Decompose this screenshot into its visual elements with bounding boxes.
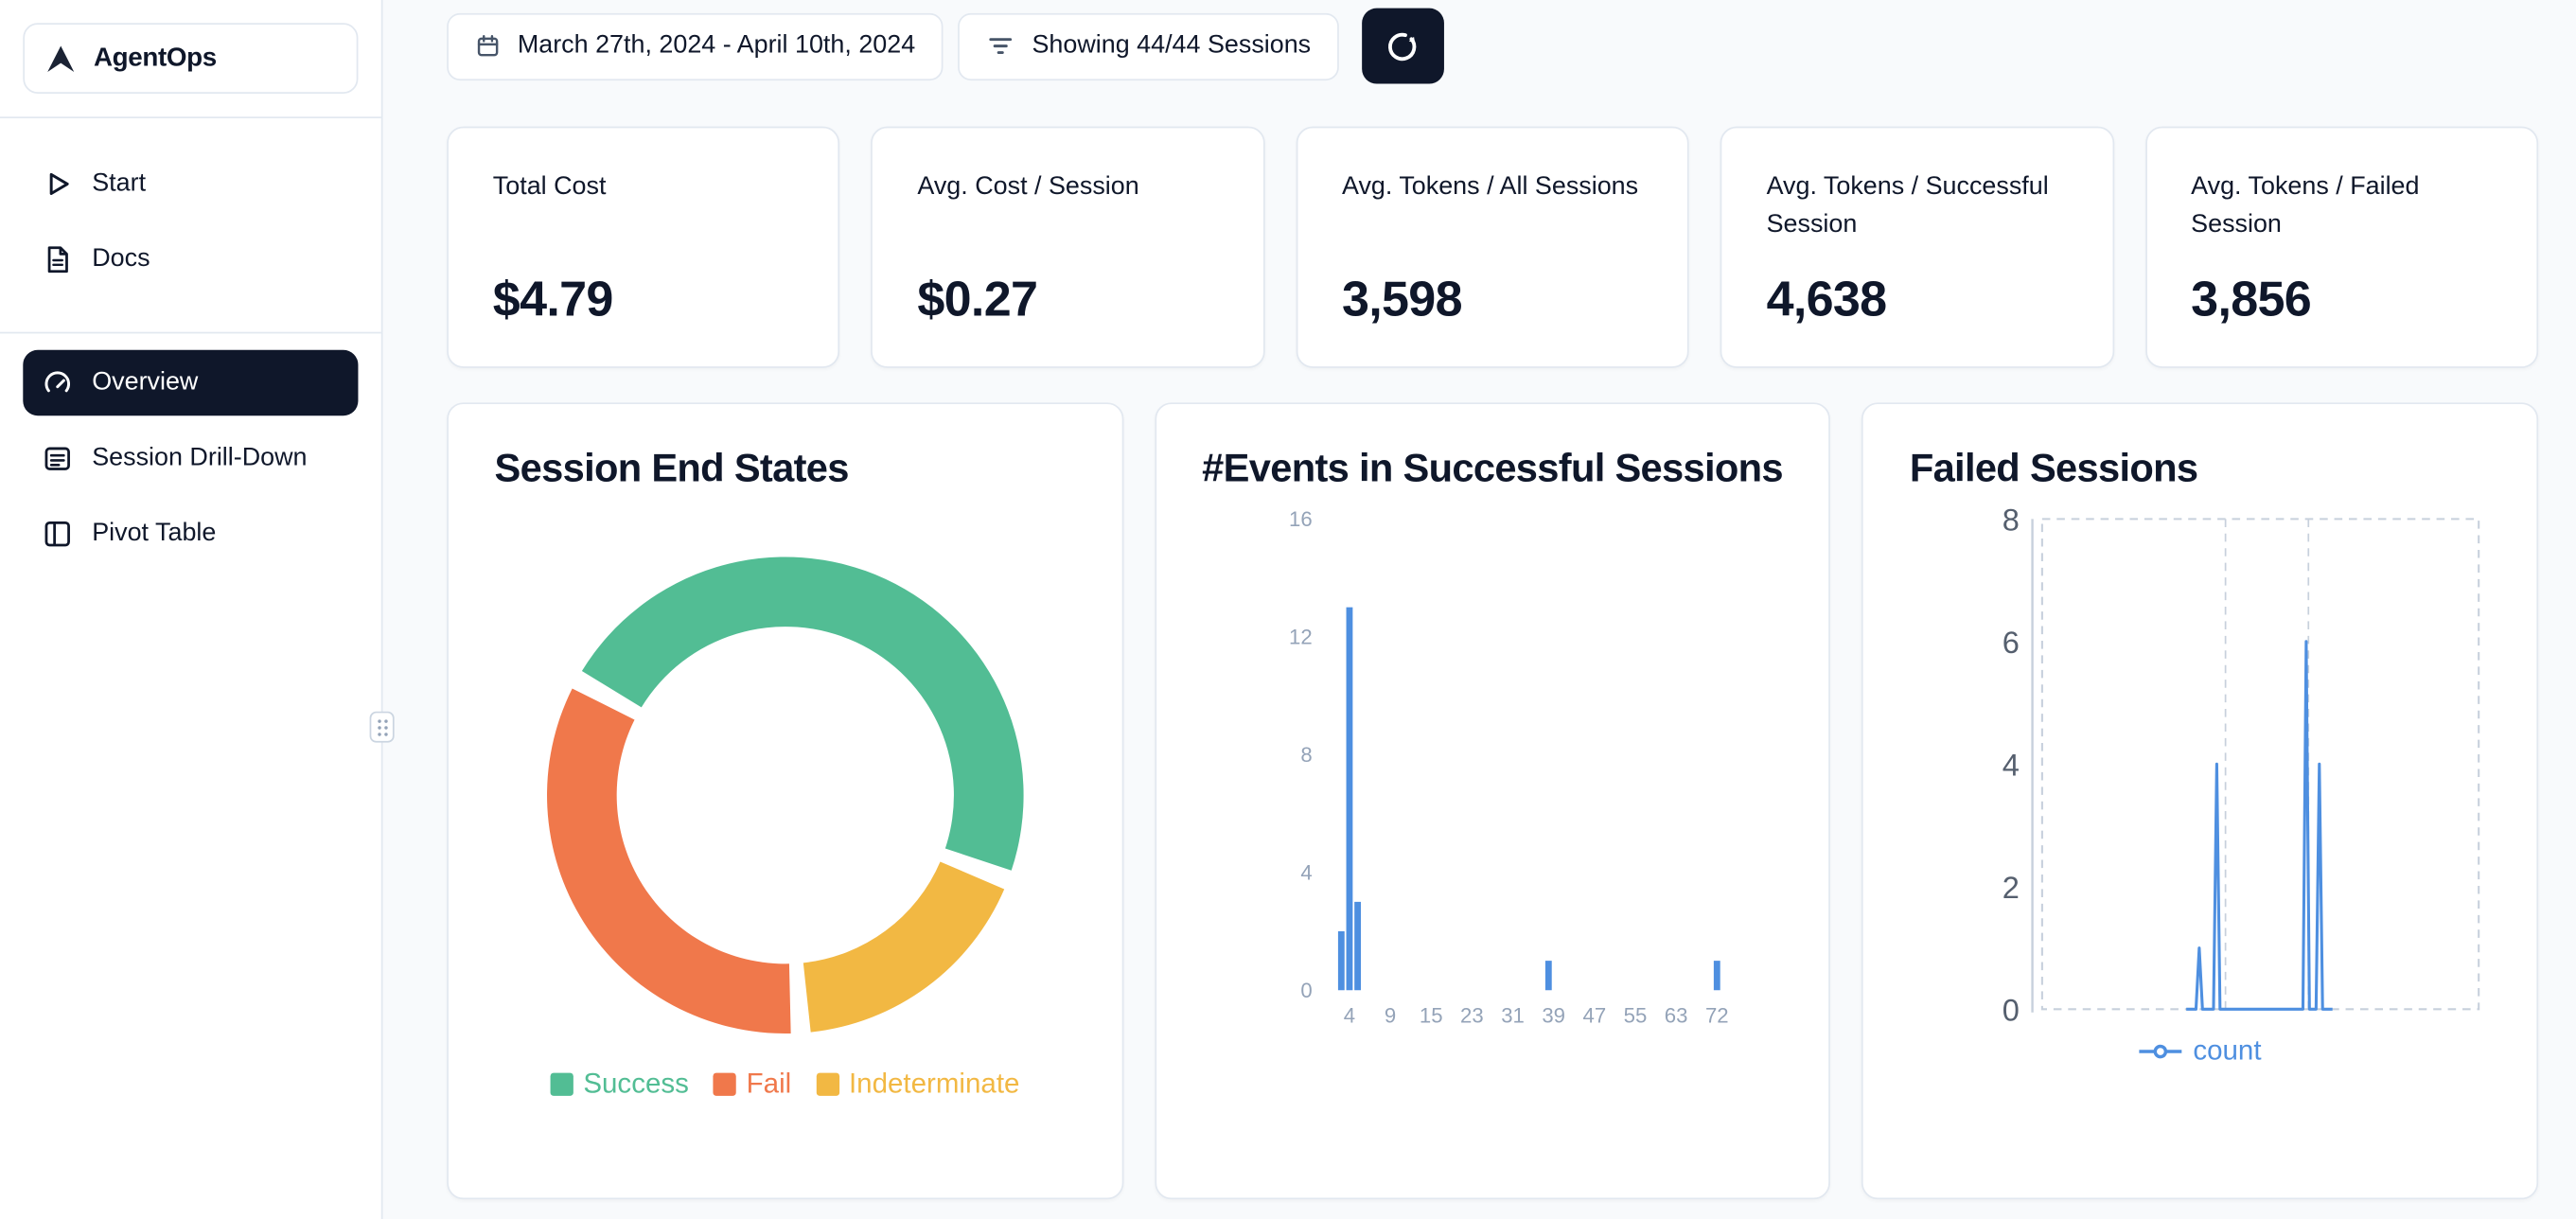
refresh-icon (1388, 31, 1418, 61)
fail-swatch (713, 1072, 737, 1097)
svg-text:63: 63 (1664, 1003, 1687, 1027)
stat-card-avg-cost-session: Avg. Cost / Session $0.27 (871, 126, 1265, 368)
count-line-marker-icon (2139, 1045, 2182, 1059)
stat-value: 4,638 (1766, 272, 1888, 327)
count-legend[interactable]: count (1910, 1035, 2491, 1069)
svg-text:8: 8 (2003, 504, 2020, 538)
sidebar-item-docs[interactable]: Docs (23, 227, 358, 292)
document-icon (47, 246, 68, 274)
svg-text:12: 12 (1289, 626, 1313, 649)
svg-text:23: 23 (1460, 1003, 1484, 1027)
stat-label: Avg. Tokens / Failed Session (2191, 172, 2420, 239)
stat-card-avg-tokens-failed: Avg. Tokens / Failed Session 3,856 (2144, 126, 2539, 368)
sidebar-item-pivot-table[interactable]: Pivot Table (23, 501, 358, 566)
legend-label: Success (583, 1068, 689, 1100)
stat-label: Avg. Tokens / All Sessions (1341, 172, 1639, 201)
svg-text:31: 31 (1501, 1003, 1525, 1027)
chart-title: Failed Sessions (1909, 447, 2198, 492)
play-icon (49, 172, 69, 195)
failed-sessions-card: Failed Sessions 0 2 4 6 8 count (1861, 402, 2539, 1200)
filter-icon (989, 38, 1013, 55)
donut-legend: Success Fail Indeterminate (495, 1069, 1076, 1102)
charts-row: Session End States Success Fail Indeterm… (447, 402, 2539, 1200)
svg-text:4: 4 (1343, 1003, 1354, 1027)
svg-text:55: 55 (1623, 1003, 1647, 1027)
legend-label: Indeterminate (848, 1068, 1020, 1100)
events-card: #Events in Successful Sessions 0 4 8 12 16 4 9… (1154, 402, 1831, 1200)
session-list-icon (44, 447, 70, 470)
gauge-icon (44, 371, 71, 393)
svg-text:39: 39 (1542, 1003, 1565, 1027)
stat-value: 3,598 (1341, 272, 1463, 327)
svg-text:0: 0 (1300, 979, 1312, 1002)
svg-text:8: 8 (1300, 743, 1312, 767)
svg-text:2: 2 (2003, 871, 2020, 905)
stat-label: Avg. Cost / Session (917, 172, 1139, 201)
session-end-states-donut[interactable] (495, 552, 1076, 1038)
sidebar: AgentOps Start Docs (0, 0, 383, 1219)
toolbar: March 27th, 2024 - April 10th, 2024 Show… (447, 8, 2538, 84)
refresh-button[interactable] (1361, 8, 1444, 84)
stat-label: Avg. Tokens / Successful Session (1766, 172, 2049, 239)
sidebar-item-start[interactable]: Start (23, 151, 358, 217)
sidebar-main-nav: Overview Session Drill-Down Pivot Table (0, 333, 381, 583)
sidebar-item-label: Overview (92, 367, 199, 397)
app-logo[interactable]: AgentOps (23, 23, 359, 94)
svg-text:6: 6 (2003, 626, 2020, 660)
sidebar-item-session-drill-down[interactable]: Session Drill-Down (23, 426, 358, 491)
stat-value: $4.79 (492, 272, 614, 327)
stat-label: Total Cost (492, 172, 607, 201)
sidebar-resize-handle[interactable] (369, 711, 395, 743)
stat-value: $0.27 (917, 272, 1038, 327)
legend-item-indeterminate[interactable]: Indeterminate (816, 1069, 1019, 1102)
legend-label: Fail (746, 1068, 792, 1100)
session-end-states-card: Session End States Success Fail Indeterm… (447, 402, 1123, 1200)
svg-text:47: 47 (1582, 1003, 1606, 1027)
count-legend-label: count (2193, 1035, 2262, 1068)
indeterminate-swatch (816, 1072, 839, 1097)
sessions-filter-label: Showing 44/44 Sessions (1032, 30, 1312, 60)
legend-item-success[interactable]: Success (550, 1068, 689, 1102)
svg-text:4: 4 (2003, 748, 2020, 782)
sessions-filter-button[interactable]: Showing 44/44 Sessions (958, 12, 1339, 80)
calendar-icon (477, 34, 499, 57)
events-bar-chart[interactable]: 0 4 8 12 16 4 9 15 23 31 39 47 55 63 72 (1202, 503, 1783, 1035)
sidebar-item-label: Docs (92, 244, 150, 274)
stats-row: Total Cost $4.79 Avg. Cost / Session $0.… (447, 126, 2539, 368)
success-swatch (550, 1072, 573, 1097)
main-content: March 27th, 2024 - April 10th, 2024 Show… (382, 0, 2576, 1219)
date-range-button[interactable]: March 27th, 2024 - April 10th, 2024 (447, 12, 944, 80)
sidebar-top-nav: Start Docs (0, 118, 381, 332)
svg-text:0: 0 (2003, 993, 2020, 1022)
sidebar-item-label: Session Drill-Down (92, 443, 308, 472)
stat-card-total-cost: Total Cost $4.79 (447, 126, 840, 368)
sidebar-divider (0, 331, 381, 334)
svg-text:16: 16 (1289, 507, 1313, 531)
svg-text:15: 15 (1419, 1003, 1442, 1027)
stat-value: 3,856 (2191, 272, 2312, 327)
svg-text:4: 4 (1300, 861, 1312, 885)
svg-text:9: 9 (1384, 1003, 1395, 1027)
stat-card-avg-tokens-successful: Avg. Tokens / Successful Session 4,638 (1720, 126, 2114, 368)
chart-title: Session End States (494, 447, 850, 492)
chart-title: #Events in Successful Sessions (1202, 447, 1783, 492)
legend-item-fail[interactable]: Fail (713, 1068, 792, 1102)
sidebar-item-label: Pivot Table (92, 519, 217, 548)
pivot-columns-icon (44, 521, 70, 547)
sidebar-divider (0, 116, 381, 118)
agentops-logo-icon (47, 44, 75, 72)
stat-card-avg-tokens-all: Avg. Tokens / All Sessions 3,598 (1296, 126, 1689, 368)
sidebar-item-overview[interactable]: Overview (23, 349, 359, 416)
sidebar-item-label: Start (92, 168, 147, 198)
failed-sessions-chart[interactable]: 0 2 4 6 8 (1910, 503, 2491, 1022)
svg-text:72: 72 (1704, 1003, 1728, 1027)
date-range-label: March 27th, 2024 - April 10th, 2024 (517, 30, 916, 60)
app-name: AgentOps (93, 44, 217, 72)
